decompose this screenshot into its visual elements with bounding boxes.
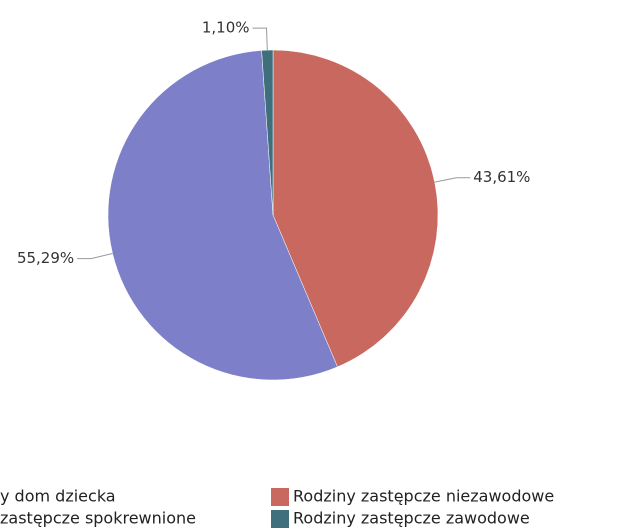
legend-label: zastępcze spokrewnione bbox=[0, 509, 196, 528]
legend-label: Rodziny zastępcze zawodowe bbox=[293, 509, 530, 528]
legend-label: y dom dziecka bbox=[0, 487, 116, 506]
legend-label: Rodziny zastępcze niezawodowe bbox=[293, 487, 554, 506]
legend-marker bbox=[271, 488, 289, 506]
data-label: 1,10% bbox=[202, 19, 250, 37]
label-connector bbox=[434, 177, 471, 183]
label-connector bbox=[252, 27, 268, 51]
pie-slice bbox=[107, 50, 338, 381]
legend-marker bbox=[271, 510, 289, 528]
data-label: 43,61% bbox=[473, 168, 530, 186]
data-label: 55,29% bbox=[17, 249, 74, 267]
label-connector bbox=[77, 252, 113, 260]
pie-slice bbox=[272, 49, 439, 368]
